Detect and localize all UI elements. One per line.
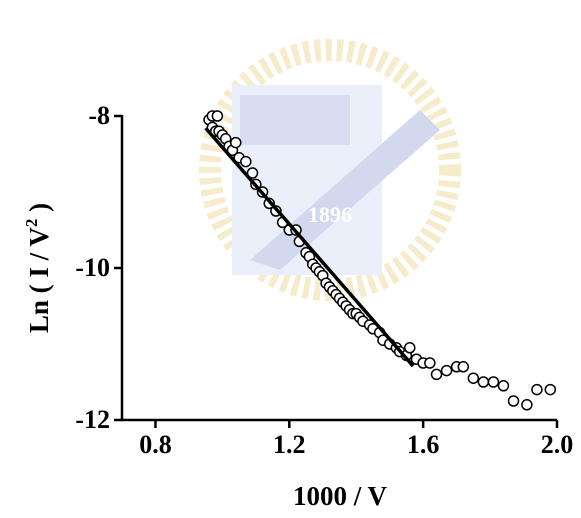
data-point <box>432 369 442 379</box>
chart: 1896 -12 -10 -8 0.8 1.2 1.6 2.0 1000 / V Ln ( … <box>0 0 581 518</box>
x-tick-label: 2.0 <box>541 430 574 459</box>
data-point <box>545 385 555 395</box>
data-point <box>488 377 498 387</box>
data-point <box>241 157 251 167</box>
logo-panel <box>240 95 350 145</box>
x-tick-label: 1.6 <box>407 430 440 459</box>
data-point <box>231 138 241 148</box>
data-point <box>532 385 542 395</box>
data-point <box>522 400 532 410</box>
x-axis-title: 1000 / V <box>293 481 388 511</box>
data-point <box>478 377 488 387</box>
data-point <box>468 373 478 383</box>
data-point <box>425 358 435 368</box>
y-axis-title-sup: 2 <box>22 219 41 228</box>
data-point <box>442 366 452 376</box>
y-axis-title: Ln ( I / V2 ) <box>22 203 54 333</box>
data-point <box>405 343 415 353</box>
x-tick-label: 1.2 <box>273 430 306 459</box>
data-point <box>212 111 222 121</box>
data-point <box>509 396 519 406</box>
y-axis-title-main: Ln ( I / V <box>24 227 54 334</box>
data-point <box>458 362 468 372</box>
y-tick-label: -10 <box>75 253 110 282</box>
watermark-text: 1896 <box>308 202 352 227</box>
watermark-logo: 1896 <box>210 50 450 290</box>
y-axis-title-end: ) <box>24 203 54 219</box>
y-tick-label: -8 <box>88 101 110 130</box>
y-tick-label: -12 <box>75 405 110 434</box>
data-point <box>498 381 508 391</box>
x-tick-label: 0.8 <box>139 430 172 459</box>
